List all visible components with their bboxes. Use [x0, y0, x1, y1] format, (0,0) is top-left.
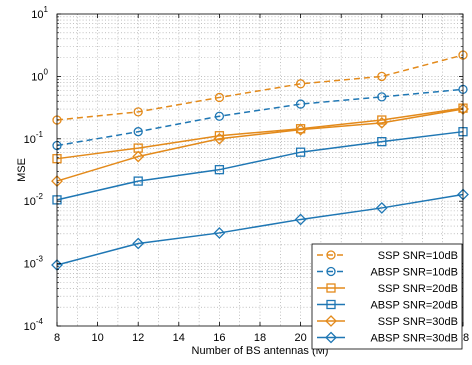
data-point — [294, 213, 307, 226]
series-3 — [52, 103, 468, 164]
x-tick-label: 12 — [132, 332, 144, 344]
data-point — [295, 79, 306, 89]
series-line — [56, 88, 464, 147]
legend-label: SSP SNR=20dB — [378, 283, 458, 295]
x-tick-label: 8 — [54, 332, 60, 344]
data-point — [214, 131, 225, 141]
data-point — [377, 71, 387, 82]
x-tick-label: 10 — [91, 332, 103, 344]
legend-marker — [326, 266, 336, 277]
data-point — [295, 147, 306, 157]
series-line — [56, 193, 464, 266]
legend-label: ABSP SNR=10dB — [370, 267, 458, 279]
x-tick-label: 14 — [173, 332, 185, 344]
legend-label: ABSP SNR=30dB — [370, 333, 458, 345]
data-point — [133, 176, 143, 186]
data-point — [133, 107, 143, 117]
legend-marker — [326, 283, 336, 293]
y-tick-label: 100 — [31, 67, 48, 83]
data-point — [214, 165, 225, 175]
data-point — [375, 202, 388, 214]
data-point — [377, 115, 387, 125]
legend-label: SSP SNR=10dB — [378, 250, 458, 262]
legend-box — [311, 243, 463, 350]
data-point — [213, 227, 226, 239]
legend-marker — [326, 250, 336, 260]
x-axis-title: Number of BS antennas (M) — [192, 345, 329, 357]
data-point — [377, 137, 387, 147]
series-6 — [51, 188, 469, 271]
x-tick-label: 18 — [254, 332, 266, 344]
series-line — [56, 54, 464, 121]
data-point — [213, 132, 226, 145]
series-line — [56, 107, 464, 160]
y-tick-label: 10-4 — [24, 317, 44, 333]
data-point — [377, 92, 387, 102]
legend-marker — [325, 331, 337, 344]
series-5 — [51, 103, 469, 188]
legend: SSP SNR=10dB ABSP SNR=10dB SSP SNR=20dB ABS… — [311, 243, 463, 350]
data-point — [214, 111, 225, 121]
data-point — [132, 150, 145, 163]
y-tick-label: 101 — [31, 5, 48, 21]
x-tick-label: 16 — [213, 332, 225, 344]
x-tick-label: 20 — [294, 332, 306, 344]
data-point — [133, 127, 143, 137]
y-tick-label: 10-2 — [24, 192, 44, 208]
data-point — [214, 92, 225, 103]
y-tick-label: 10-3 — [24, 255, 44, 271]
series-line — [56, 130, 464, 201]
legend-label: SSP SNR=30dB — [378, 316, 458, 328]
legend-label: ABSP SNR=20dB — [370, 300, 458, 312]
series-line — [56, 108, 464, 182]
data-point — [132, 237, 145, 250]
y-tick-label: 10-1 — [24, 130, 44, 146]
data-point — [375, 116, 388, 129]
legend-marker — [326, 299, 336, 310]
series-layer — [51, 50, 469, 271]
y-axis-title: MSE — [16, 158, 28, 182]
series-1 — [52, 50, 468, 125]
data-point — [294, 123, 307, 136]
legend-marker — [325, 315, 337, 327]
data-point — [295, 99, 306, 109]
